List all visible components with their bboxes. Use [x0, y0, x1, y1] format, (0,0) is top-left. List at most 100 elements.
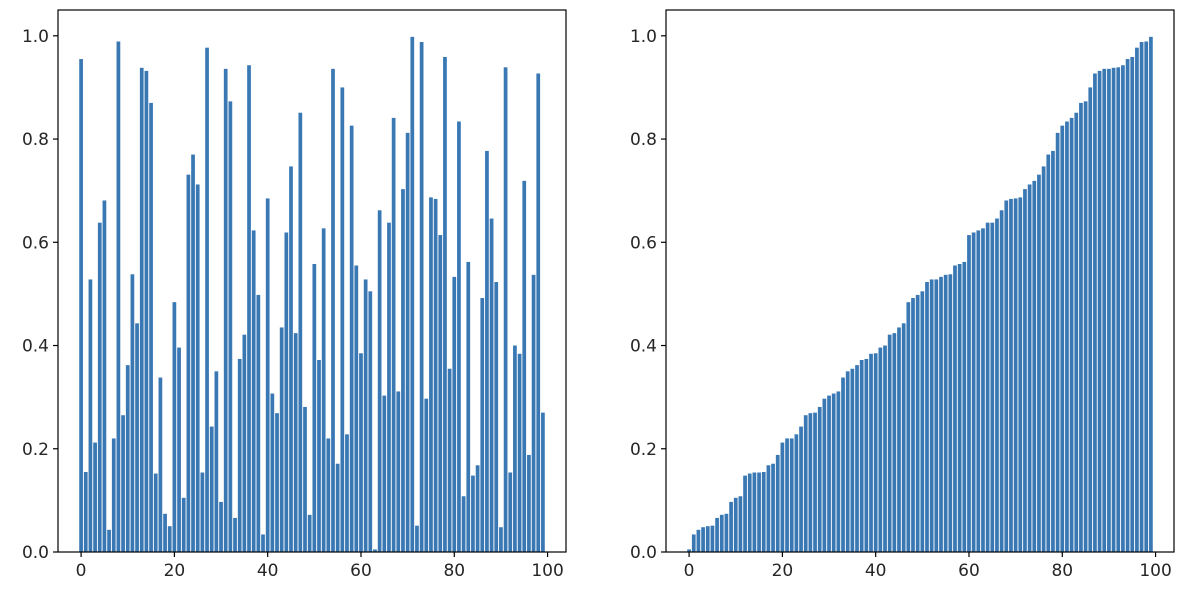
bar — [943, 274, 948, 552]
bar — [780, 442, 785, 552]
bar — [233, 517, 237, 552]
bar — [172, 302, 177, 552]
y-tick-label: 0.0 — [630, 543, 657, 563]
bar — [335, 463, 340, 552]
x-tick-label: 20 — [164, 561, 186, 581]
bar — [738, 496, 743, 552]
bar — [929, 279, 934, 552]
bar — [887, 334, 892, 552]
bar — [1023, 189, 1027, 552]
bar — [237, 358, 242, 552]
bar — [153, 473, 158, 552]
bar — [83, 471, 88, 552]
bar — [466, 261, 471, 552]
bar — [766, 465, 771, 552]
bar — [125, 365, 130, 552]
bar — [186, 174, 191, 552]
bar — [116, 41, 121, 553]
bar — [934, 279, 939, 552]
bar — [752, 472, 757, 552]
bar — [163, 513, 167, 552]
bar — [340, 87, 345, 553]
bar — [303, 406, 307, 552]
bar — [359, 353, 363, 552]
bar — [757, 472, 761, 552]
bar — [354, 265, 359, 552]
bar — [1032, 180, 1037, 553]
bar — [158, 377, 163, 552]
bar — [1125, 59, 1130, 552]
bar — [503, 67, 508, 553]
x-tick-label: 80 — [443, 561, 465, 581]
bar — [93, 442, 97, 552]
bar — [387, 222, 391, 553]
bar — [424, 398, 429, 552]
bar — [1121, 65, 1125, 552]
bar — [307, 514, 312, 552]
bar — [925, 282, 929, 552]
bar — [743, 475, 747, 552]
bar — [429, 197, 433, 552]
bar — [799, 426, 803, 552]
bar — [985, 222, 990, 553]
bar — [967, 235, 971, 552]
x-tick-label: 100 — [1139, 561, 1171, 581]
bar — [293, 333, 298, 552]
bar — [317, 359, 321, 552]
bar — [687, 549, 691, 552]
y-tick-label: 0.6 — [22, 233, 49, 253]
y-tick-label: 0.0 — [22, 543, 49, 563]
bar — [957, 263, 962, 552]
bar — [771, 463, 775, 552]
bar — [813, 412, 817, 552]
bar — [363, 279, 368, 552]
bar — [827, 395, 831, 552]
bar — [1018, 197, 1023, 552]
bar — [724, 513, 729, 552]
bar — [508, 472, 513, 552]
bar — [275, 413, 279, 552]
bar — [981, 228, 985, 552]
bar — [729, 501, 733, 552]
bar — [747, 473, 752, 552]
bar — [701, 527, 705, 552]
bar — [892, 333, 897, 552]
bar — [401, 189, 405, 552]
bar — [527, 454, 531, 552]
y-tick-label: 1.0 — [22, 27, 49, 47]
bar — [382, 395, 387, 552]
bar — [710, 525, 715, 552]
bar — [719, 514, 724, 552]
bar — [242, 334, 247, 552]
bar — [475, 465, 480, 552]
bar — [443, 56, 447, 552]
bar — [920, 291, 925, 552]
bar — [205, 47, 209, 553]
bar — [971, 232, 976, 553]
bar — [214, 371, 219, 552]
y-tick-label: 0.4 — [630, 337, 657, 357]
bar — [915, 294, 920, 552]
bar — [962, 261, 967, 552]
y-tick-label: 0.6 — [630, 233, 657, 253]
bar — [878, 347, 883, 552]
bar — [1037, 174, 1041, 552]
bar — [368, 291, 373, 552]
bar — [1027, 184, 1032, 552]
bar — [480, 298, 485, 552]
bar — [911, 298, 915, 552]
bar — [859, 359, 864, 552]
bar — [111, 438, 116, 552]
bar — [522, 180, 527, 553]
y-tick-label: 0.8 — [22, 130, 49, 150]
bar — [1060, 125, 1065, 552]
bar — [705, 526, 710, 552]
bar — [1046, 154, 1051, 552]
bar — [345, 434, 349, 552]
bar — [261, 534, 265, 552]
bar — [457, 121, 461, 552]
y-tick-label: 0.2 — [630, 440, 657, 460]
bar — [775, 454, 780, 552]
bar — [948, 274, 953, 552]
bar — [499, 527, 503, 552]
